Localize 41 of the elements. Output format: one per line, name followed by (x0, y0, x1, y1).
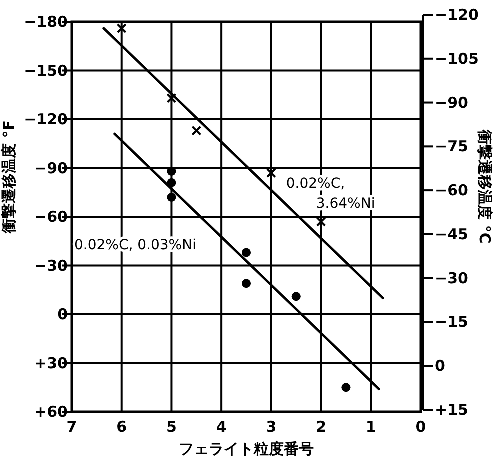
point (266, 168, 276, 178)
y2-tick-label: 0 (435, 357, 446, 376)
x-tick-label: 2 (316, 418, 327, 436)
y2-tick-label: −15 (435, 313, 468, 332)
y2-tick-label: +15 (435, 401, 468, 419)
y2-tick-label: −105 (435, 50, 479, 68)
y2-tick-label: −60 (435, 182, 468, 200)
point (167, 178, 176, 188)
y-tick-label: −180 (24, 13, 68, 31)
x-tick-label: 1 (366, 418, 376, 436)
y-tick-label: −30 (34, 256, 68, 275)
point (242, 279, 251, 288)
y-tick-label: −150 (24, 62, 68, 80)
y2-tick-label: −90 (435, 94, 468, 112)
y-tick-label: −60 (34, 208, 68, 226)
point (342, 383, 351, 392)
y-axis-title: 衝撃遷移温度 °F (0, 120, 18, 234)
x-tick-label: 7 (66, 418, 78, 436)
x-tick-label: 6 (116, 418, 128, 436)
y2-tick-label: −75 (435, 138, 468, 156)
y-tick-label: −120 (24, 110, 68, 128)
x-tick-label: 3 (266, 418, 277, 436)
point (167, 167, 176, 176)
point (292, 292, 301, 302)
point (116, 24, 127, 34)
y2-tick-label: −120 (435, 6, 479, 24)
point (167, 193, 176, 202)
point (166, 93, 177, 104)
y-tick-label: +60 (34, 403, 68, 421)
x-axis-title: フェライト粒度番号 (179, 440, 314, 458)
y2-axis-title: 衝撃遷移温度 °C (476, 129, 494, 244)
x-tick-label: 5 (166, 418, 177, 436)
y-tick-label: +30 (34, 354, 68, 372)
point (192, 126, 202, 136)
y2-tick-label: −30 (435, 269, 468, 288)
point (242, 248, 251, 258)
y-tick-label: −90 (34, 159, 68, 178)
x-tick-label: 4 (216, 418, 227, 436)
x-tick-label: 0 (416, 418, 426, 436)
y2-tick-label: −45 (435, 225, 468, 244)
point (316, 216, 326, 227)
